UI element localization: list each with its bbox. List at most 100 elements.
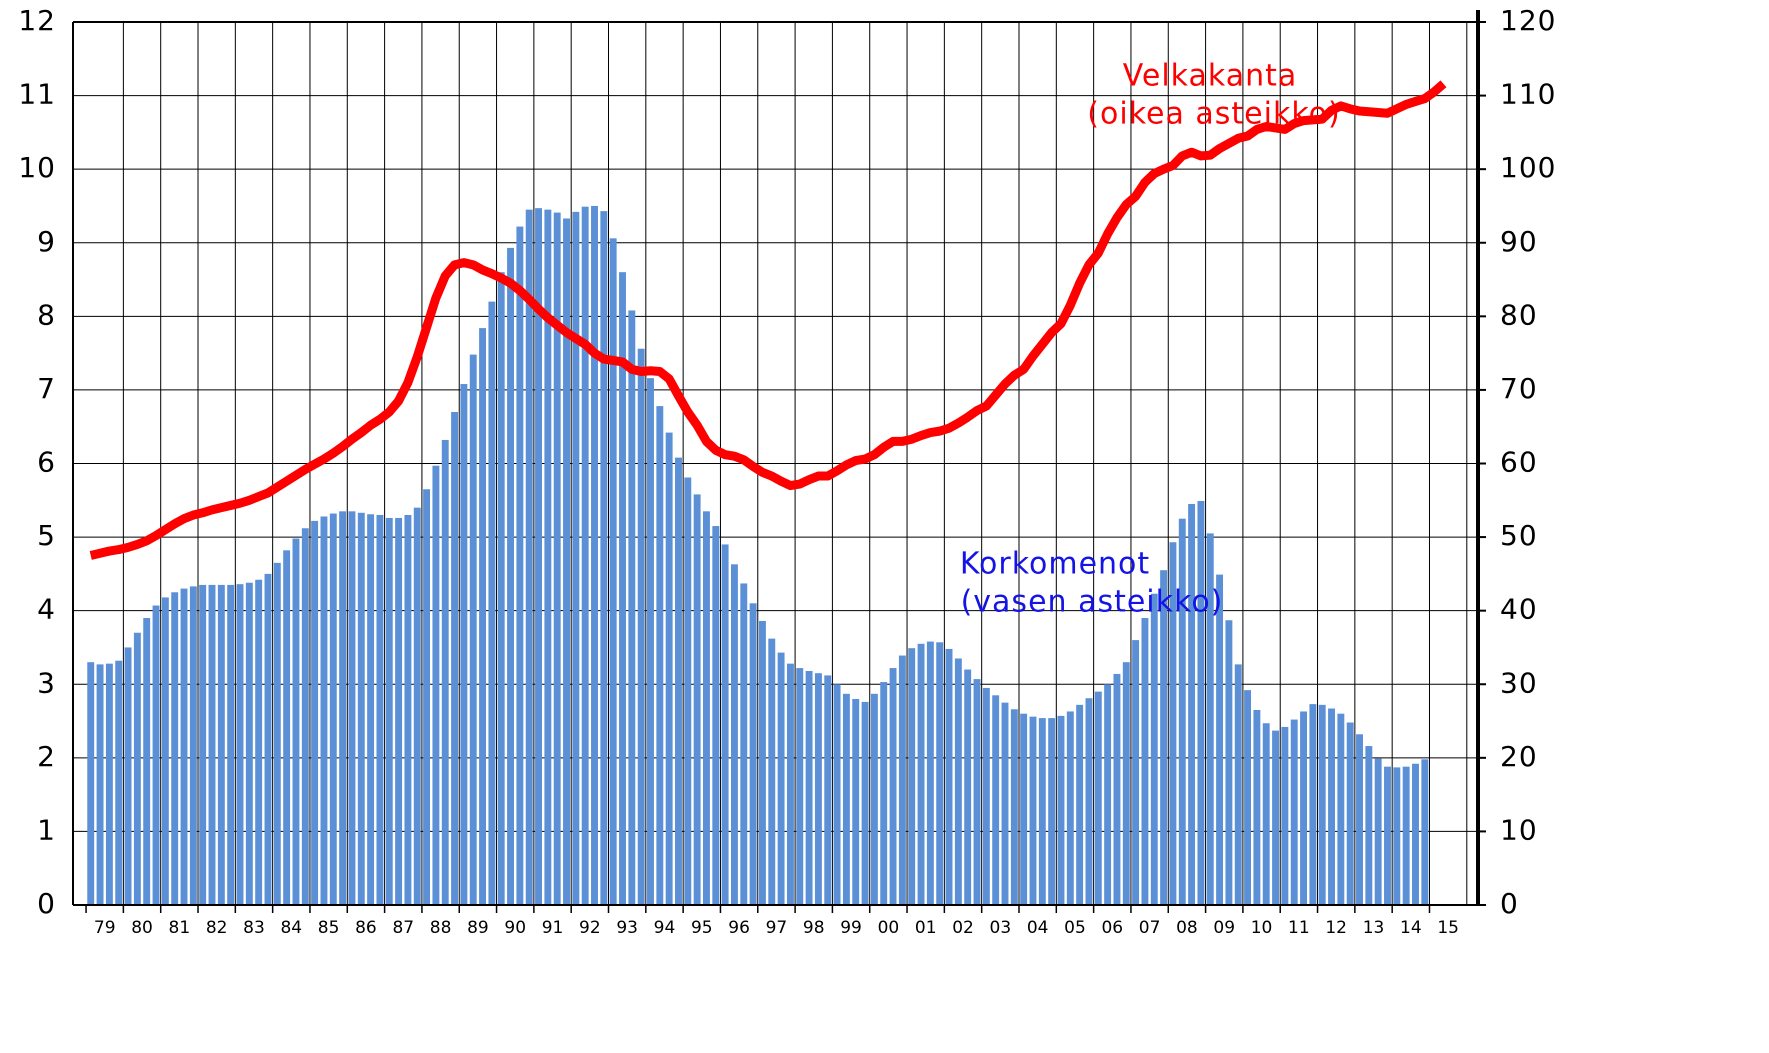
- bar: [1057, 715, 1065, 905]
- bar: [693, 494, 701, 905]
- bar: [740, 583, 748, 905]
- bar: [1104, 684, 1112, 905]
- y2-tick-label: 10: [1500, 813, 1538, 846]
- bar: [423, 489, 431, 905]
- bar: [497, 272, 505, 905]
- bar: [1328, 708, 1335, 905]
- bar: [1066, 711, 1074, 905]
- bar: [460, 384, 468, 905]
- x-tick-label: 02: [952, 918, 974, 938]
- bar: [703, 511, 710, 905]
- y2-tick-label: 50: [1500, 519, 1538, 552]
- labels: 0123456789101112010203040506070809010011…: [18, 4, 1556, 938]
- bar: [553, 212, 561, 906]
- bar: [1141, 618, 1149, 905]
- bar: [861, 701, 869, 905]
- x-tick-label: 96: [728, 918, 750, 938]
- bar: [507, 247, 514, 906]
- bar: [1085, 698, 1093, 905]
- bar: [936, 642, 944, 905]
- bar: [488, 301, 496, 905]
- bar: [563, 218, 570, 905]
- bar: [404, 515, 412, 905]
- bar: [469, 354, 477, 905]
- x-tick-label: 03: [990, 918, 1012, 938]
- x-tick-label: 12: [1325, 918, 1347, 938]
- y-tick-label: 10: [18, 151, 56, 184]
- bar: [115, 660, 123, 905]
- bar: [1076, 704, 1084, 905]
- bar: [1346, 722, 1354, 905]
- x-tick-label: 84: [280, 918, 302, 938]
- x-tick-label: 87: [392, 918, 414, 938]
- label-bg: [1090, 56, 1340, 96]
- bar: [647, 378, 654, 906]
- bar: [814, 673, 822, 905]
- y-tick-label: 3: [37, 666, 56, 699]
- bar: [842, 693, 850, 905]
- bar: [1262, 723, 1270, 905]
- bar: [348, 511, 356, 905]
- bar: [1309, 704, 1317, 905]
- bar: [684, 477, 692, 905]
- bar: [535, 208, 542, 905]
- bar: [320, 516, 328, 905]
- x-tick-label: 98: [803, 918, 825, 938]
- bar: [917, 643, 925, 905]
- bar: [1272, 730, 1280, 905]
- y2-tick-label: 70: [1500, 372, 1538, 405]
- bar: [199, 584, 207, 905]
- y-tick-label: 1: [37, 813, 56, 846]
- y-tick-label: 12: [18, 4, 56, 37]
- bar: [96, 664, 104, 905]
- bar: [264, 573, 272, 905]
- bar: [637, 348, 645, 906]
- y-tick-label: 11: [18, 78, 56, 111]
- bar: [124, 647, 132, 905]
- bar: [544, 209, 552, 905]
- bar: [1412, 763, 1419, 905]
- bar: [1001, 702, 1009, 905]
- bar: [609, 238, 617, 905]
- bar: [525, 209, 533, 905]
- bar: [357, 512, 365, 905]
- x-tick-label: 89: [467, 918, 489, 938]
- x-tick-label: 01: [915, 918, 937, 938]
- bar: [255, 579, 263, 905]
- bar: [721, 544, 729, 905]
- bar: [973, 679, 981, 905]
- bar: [1206, 533, 1214, 905]
- bar: [600, 211, 608, 906]
- bar: [889, 668, 897, 905]
- bar-label: Korkomenot: [960, 547, 1150, 582]
- line-label: Velkakanta: [1123, 59, 1298, 94]
- bar: [161, 597, 169, 905]
- y2-tick-label: 110: [1500, 78, 1556, 111]
- bar: [768, 638, 776, 905]
- bar: [87, 662, 95, 905]
- bar: [395, 517, 403, 905]
- bar: [852, 698, 860, 905]
- bar: [1421, 759, 1429, 905]
- bar: [1337, 713, 1345, 905]
- y-tick-label: 9: [37, 225, 56, 258]
- bar: [1290, 719, 1298, 905]
- y2-tick-label: 30: [1500, 666, 1538, 699]
- bar: [1094, 691, 1102, 905]
- bar: [451, 411, 459, 905]
- bar: [1010, 709, 1018, 905]
- x-tick-label: 86: [355, 918, 377, 938]
- bar: [1356, 734, 1363, 905]
- x-tick-label: 99: [840, 918, 862, 938]
- bar: [1318, 704, 1326, 905]
- bar: [180, 588, 188, 905]
- y2-tick-label: 90: [1500, 225, 1538, 258]
- x-tick-label: 95: [691, 918, 713, 938]
- bar-label-note: (vasen asteikko): [961, 585, 1224, 620]
- bar: [833, 684, 841, 905]
- x-tick-label: 94: [654, 918, 676, 938]
- bar: [152, 605, 160, 905]
- x-tick-label: 92: [579, 918, 601, 938]
- y-tick-label: 5: [37, 519, 56, 552]
